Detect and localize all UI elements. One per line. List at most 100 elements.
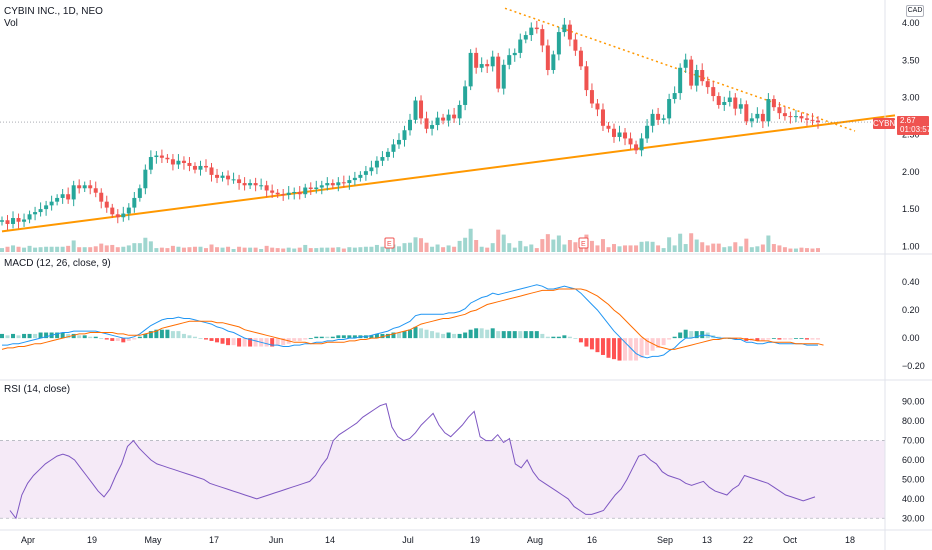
volume-bar: [733, 242, 738, 252]
macd-histogram-bar: [766, 338, 771, 340]
macd-histogram-bar: [589, 338, 594, 350]
macd-histogram-bar: [396, 332, 401, 339]
volume-bar: [507, 243, 512, 252]
candle-body: [292, 191, 297, 193]
volume-bar: [457, 240, 462, 252]
candle-body: [716, 96, 721, 105]
macd-histogram-bar: [463, 332, 468, 339]
volume-bar: [628, 245, 633, 252]
candle-body: [545, 45, 550, 71]
time-axis-tick: 17: [209, 535, 219, 545]
volume-bar: [816, 248, 820, 252]
candle-body: [374, 160, 379, 168]
macd-label: MACD (12, 26, close, 9): [4, 258, 111, 269]
volume-bar: [788, 248, 793, 252]
macd-histogram-bar: [777, 338, 782, 340]
macd-histogram-bar: [562, 335, 567, 339]
volume-bar: [115, 247, 120, 252]
candle-body: [369, 167, 374, 172]
candle-body: [430, 125, 435, 129]
volume-bar: [540, 239, 545, 252]
time-axis-tick: May: [144, 535, 162, 545]
macd-histogram-bar: [374, 333, 379, 339]
macd-histogram-bar: [248, 338, 253, 347]
volume-bar: [645, 241, 650, 252]
candle-body: [617, 132, 622, 137]
volume-bar: [159, 247, 164, 252]
volume-bar: [667, 237, 672, 252]
volume-bar: [55, 246, 60, 252]
volume-bar: [749, 247, 754, 252]
macd-histogram-bar: [82, 335, 87, 339]
macd-histogram-bar: [490, 328, 495, 339]
macd-histogram-bar: [187, 335, 192, 339]
candle-body: [297, 191, 302, 195]
last-price-tag: 2.67 01:03:57: [897, 116, 931, 135]
candle-body: [507, 55, 512, 65]
macd-histogram-bar: [66, 333, 71, 339]
macd-histogram-bar: [606, 338, 611, 358]
volume-bar: [556, 235, 561, 252]
candle-body: [496, 56, 501, 89]
volume-bar: [617, 246, 622, 252]
macd-histogram-bar: [540, 333, 545, 339]
volume-bar: [639, 241, 644, 252]
volume-bar: [518, 240, 523, 252]
volume-bar: [132, 243, 137, 252]
candle-body: [237, 179, 242, 184]
volume-bar: [810, 248, 815, 252]
macd-histogram-bar: [264, 338, 269, 347]
volume-bar: [60, 246, 65, 252]
candle-body: [760, 113, 765, 122]
volume-bar: [325, 247, 330, 252]
macd-histogram-bar: [270, 338, 275, 347]
macd-histogram-bar: [578, 338, 583, 343]
symbol-title: CYBIN INC., 1D, NEO: [4, 6, 103, 17]
rsi-axis-tick: 80.00: [902, 416, 925, 426]
volume-bar: [683, 244, 688, 252]
volume-bar: [551, 239, 556, 252]
last-price-value: 2.67: [900, 116, 916, 125]
macd-panel[interactable]: [0, 284, 824, 361]
candle-body: [556, 32, 561, 55]
macd-histogram-bar: [534, 331, 539, 339]
candle-body: [639, 138, 644, 151]
volume-bar: [722, 247, 727, 252]
macd-histogram-bar: [314, 336, 319, 339]
macd-histogram-bar: [347, 335, 352, 339]
candle-body: [573, 39, 578, 51]
macd-histogram-bar: [231, 338, 236, 346]
earnings-marker: E: [578, 237, 589, 249]
macd-histogram-bar: [667, 338, 672, 340]
volume-bar: [380, 246, 385, 252]
volume-bar: [716, 243, 721, 252]
rsi-panel[interactable]: [0, 403, 885, 520]
candle-body: [270, 190, 275, 193]
macd-histogram-bar: [143, 333, 148, 339]
macd-histogram-bar: [573, 338, 578, 339]
macd-histogram-bar: [297, 338, 302, 341]
volume-bar: [198, 246, 203, 252]
macd-histogram-bar: [408, 329, 412, 339]
macd-histogram-bar: [104, 338, 109, 340]
candle-body: [661, 118, 666, 120]
macd-histogram-bar: [512, 331, 517, 339]
currency-badge[interactable]: CAD: [906, 5, 924, 17]
volume-bar: [700, 242, 705, 252]
macd-histogram-bar: [551, 336, 556, 339]
volume-bar: [534, 248, 539, 252]
volume-bar: [88, 247, 93, 252]
macd-histogram-bar: [137, 336, 142, 339]
volume-bar: [137, 243, 142, 252]
candle-body: [766, 99, 771, 122]
volume-bar: [424, 242, 429, 252]
candle-body: [678, 67, 683, 94]
candle-body: [110, 207, 115, 215]
volume-bar: [38, 247, 43, 252]
macd-axis-tick: −0.20: [902, 361, 925, 371]
volume-bar: [49, 246, 54, 252]
macd-histogram-bar: [369, 335, 374, 339]
macd-histogram-bar: [634, 338, 639, 361]
